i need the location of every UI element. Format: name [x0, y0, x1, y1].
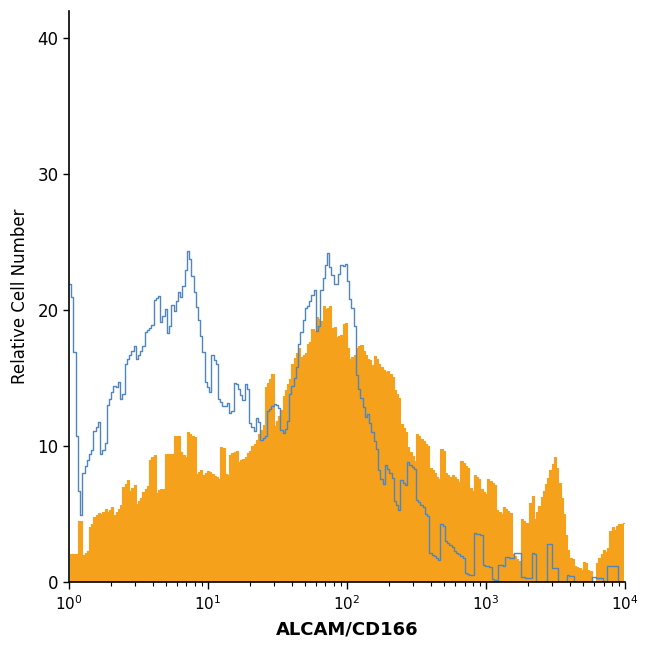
Y-axis label: Relative Cell Number: Relative Cell Number [11, 209, 29, 384]
X-axis label: ALCAM/CD166: ALCAM/CD166 [276, 621, 419, 639]
